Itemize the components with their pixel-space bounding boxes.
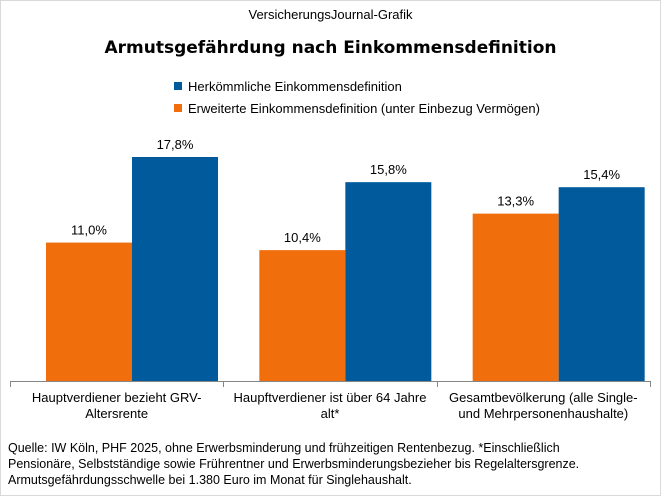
legend-label-herkoemmlich: Herkömmliche Einkommensdefinition [188, 78, 402, 94]
category-label: Hauptverdiener bezieht GRV- [32, 390, 202, 405]
footnote-line: Quelle: IW Köln, PHF 2025, ohne Erwerbsm… [8, 441, 560, 455]
bar [132, 157, 218, 381]
legend-label-erweitert: Erweiterte Einkommensdefinition (unter E… [188, 100, 540, 116]
bar [345, 182, 432, 381]
source-header: VersicherungsJournal-Grafik [248, 7, 413, 22]
bar [472, 213, 559, 381]
category-label: Haupftverdiener ist über 64 Jahre [234, 390, 427, 405]
legend-swatch-orange [174, 104, 182, 112]
data-label: 10,4% [284, 230, 321, 245]
category-label: Gesamtbevölkerung (alle Single- [449, 390, 638, 405]
data-label: 15,4% [583, 167, 620, 182]
data-label: 13,3% [497, 194, 534, 209]
footnote-line: Armutsgefährdungsschwelle bei 1.380 Euro… [8, 473, 412, 487]
category-label: alt* [321, 406, 340, 421]
data-label: 11,0% [71, 223, 107, 238]
legend-item-erweitert: Erweiterte Einkommensdefinition (unter E… [174, 100, 540, 116]
category-label: und Mehrpersonenhaushalte) [458, 406, 628, 421]
bar-chart: 11,0% 17,8% Hauptverdiener bezieht GRV-Alt… [10, 137, 651, 421]
legend-swatch-blue [174, 82, 182, 90]
legend-item-herkoemmlich: Herkömmliche Einkommensdefinition [174, 78, 402, 94]
footnote-line: Pensionäre, Selbstständige sowie Frühren… [8, 457, 580, 471]
chart-title: Armutsgefährdung nach Einkommensdefiniti… [104, 38, 557, 58]
bar [259, 250, 346, 381]
category-label: Altersrente [85, 406, 148, 421]
data-label: 17,8% [157, 137, 194, 152]
bar [46, 242, 132, 381]
data-label: 15,8% [370, 162, 407, 177]
bar [558, 187, 645, 381]
